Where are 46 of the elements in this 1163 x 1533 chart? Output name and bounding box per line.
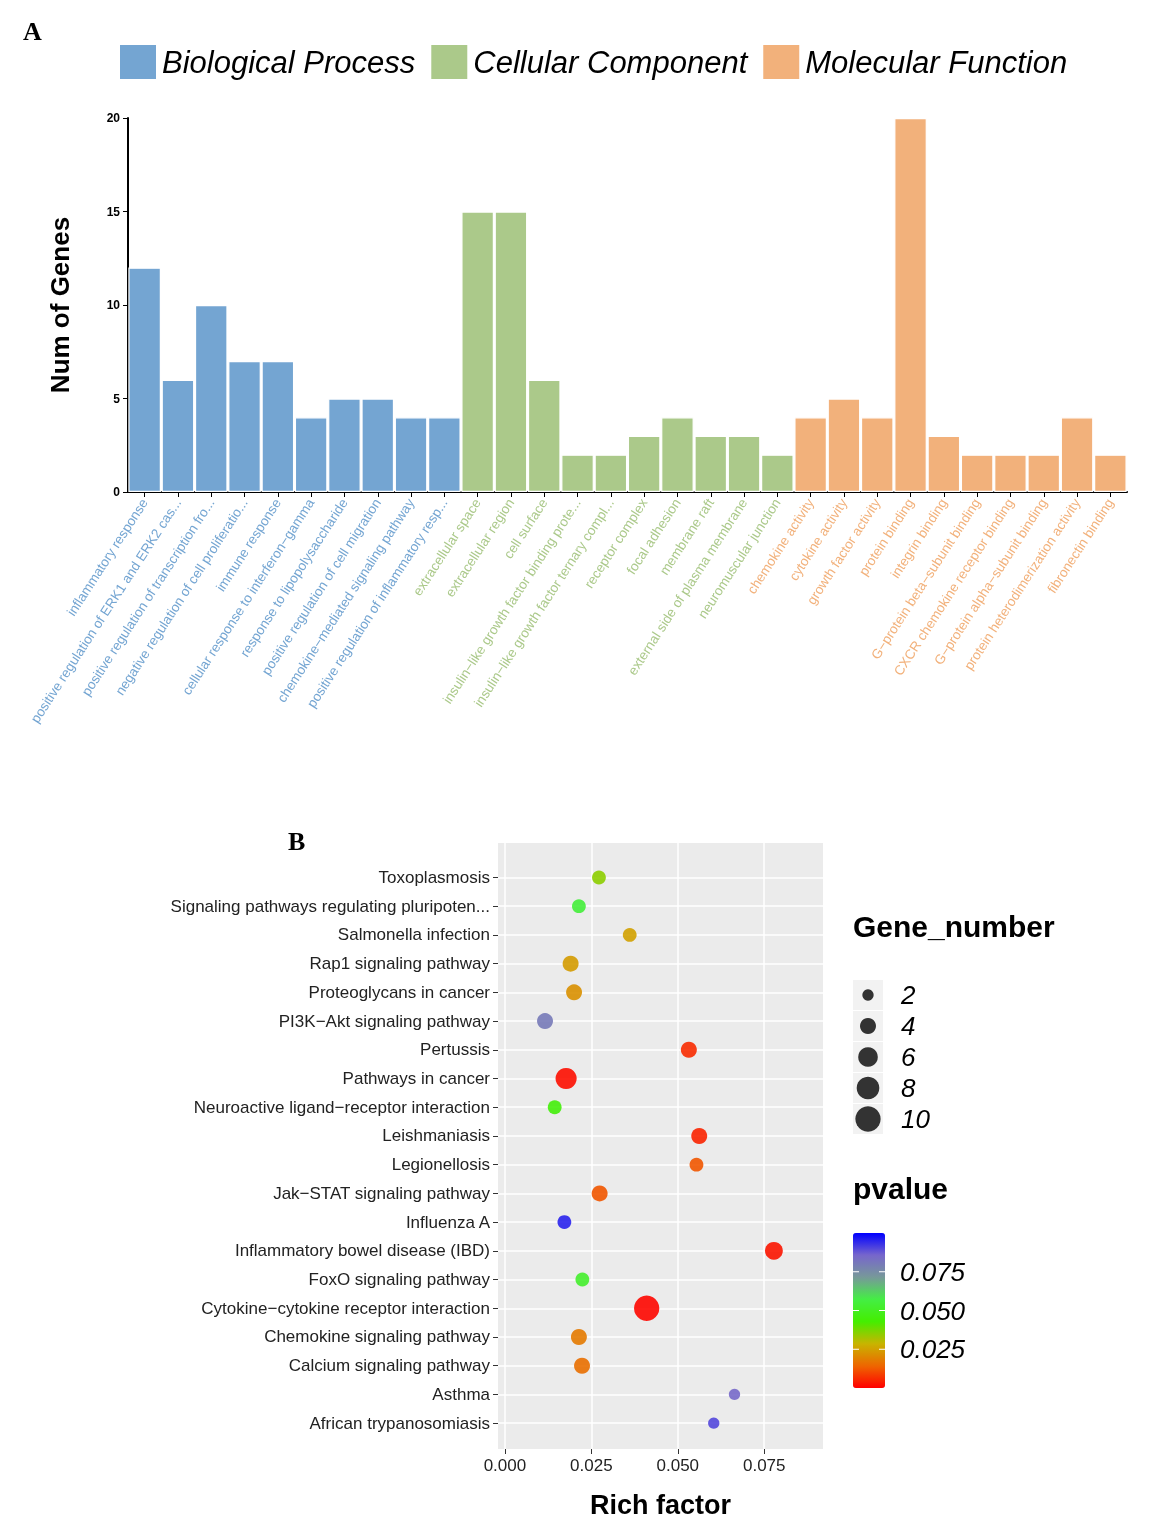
y-tick-label: Pathways in cancer bbox=[342, 1069, 491, 1089]
legend-title: Gene_number bbox=[853, 909, 1056, 943]
legend-label: Biological Process bbox=[162, 44, 416, 80]
legend-label: Molecular Function bbox=[805, 44, 1068, 80]
y-tick-label: FoxO signaling pathway bbox=[308, 1270, 491, 1290]
y-axis-title: Num of Genes bbox=[45, 216, 75, 394]
legend-label: 6 bbox=[901, 1042, 916, 1072]
y-tick-label: 5 bbox=[113, 391, 121, 406]
y-tick-label: Neuroactive ligand−receptor interaction bbox=[193, 1097, 490, 1117]
y-tick-label: Salmonella infection bbox=[337, 925, 490, 945]
y-tick-label: PI3K−Akt signaling pathway bbox=[278, 1011, 491, 1031]
chart-title: B bbox=[288, 826, 306, 856]
x-axis-title: Rich factor bbox=[589, 1489, 732, 1520]
color-bar-label: 0.075 bbox=[900, 1256, 966, 1287]
legend-label: 4 bbox=[901, 1011, 916, 1041]
y-tick-label: Calcium signaling pathway bbox=[288, 1356, 491, 1376]
y-tick-label: 10 bbox=[106, 298, 121, 312]
y-tick-label: Proteoglycans in cancer bbox=[308, 982, 491, 1002]
y-tick-label: Leishmaniasis bbox=[382, 1126, 490, 1146]
y-tick-label: Influenza A bbox=[405, 1212, 491, 1232]
y-tick-label: 20 bbox=[106, 111, 121, 125]
legend-label: 2 bbox=[900, 980, 916, 1010]
y-tick-label: Chemokine signaling pathway bbox=[264, 1327, 491, 1347]
y-tick-label: Toxoplasmosis bbox=[378, 867, 490, 887]
y-tick-label: Rap1 signaling pathway bbox=[309, 954, 491, 974]
color-bar-label: 0.050 bbox=[900, 1295, 966, 1326]
y-tick-label: 15 bbox=[106, 204, 121, 219]
y-tick-label: 0 bbox=[113, 485, 121, 499]
x-tick-label: 0.025 bbox=[570, 1456, 613, 1475]
y-tick-label: Jak−STAT signaling pathway bbox=[273, 1183, 491, 1203]
legend-label: 8 bbox=[901, 1073, 916, 1103]
x-tick-label: 0.050 bbox=[656, 1456, 700, 1475]
color-bar-title: pvalue bbox=[853, 1171, 949, 1205]
color-bar-label: 0.025 bbox=[900, 1334, 966, 1365]
legend-label: Cellular Component bbox=[473, 44, 749, 80]
y-tick-label: Asthma bbox=[432, 1384, 491, 1404]
y-tick-label: African trypanosomiasis bbox=[309, 1413, 490, 1433]
y-tick-label: Signaling pathways regulating pluripoten... bbox=[170, 896, 490, 916]
y-tick-label: Inflammatory bowel disease (IBD) bbox=[234, 1241, 490, 1261]
legend-label: 10 bbox=[901, 1104, 931, 1134]
x-tick-label: 0.000 bbox=[483, 1456, 527, 1475]
chart-title: A bbox=[23, 16, 42, 46]
y-tick-label: Legionellosis bbox=[391, 1155, 490, 1175]
y-tick-label: Pertussis bbox=[420, 1040, 490, 1060]
y-tick-label: Cytokine−cytokine receptor interaction bbox=[201, 1298, 490, 1318]
x-tick-label: 0.075 bbox=[742, 1456, 786, 1475]
